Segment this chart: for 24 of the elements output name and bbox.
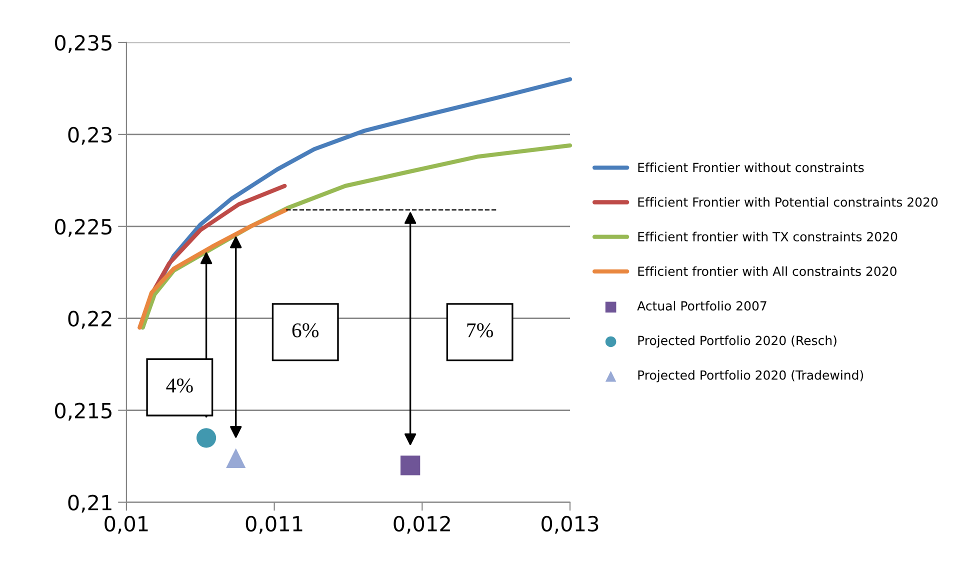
legend-label: Efficient frontier with TX constraints 2020 xyxy=(638,232,898,242)
legend-label: Actual Portfolio 2007 xyxy=(637,300,766,311)
x-tick-label: 0,011 xyxy=(246,516,302,534)
y-tick-label: 0,235 xyxy=(54,34,112,53)
y-tick-label: 0,23 xyxy=(68,126,112,145)
x-tick-label: 0,01 xyxy=(104,516,148,534)
annotation: 6% xyxy=(292,323,319,338)
x-tick-label: 0,012 xyxy=(394,516,450,534)
legend-label: Projected Portfolio 2020 (Tradewind) xyxy=(638,370,864,382)
annotation: 4% xyxy=(166,378,193,393)
line-series xyxy=(138,208,288,330)
annotation: 7% xyxy=(467,323,493,338)
y-tick-label: 0,225 xyxy=(54,218,112,237)
legend-label: Efficient frontier with All constraints 2020 xyxy=(638,266,896,276)
legend-label: Efficient Frontier with Potential constraints 2020 xyxy=(638,197,938,207)
point xyxy=(226,448,246,468)
point xyxy=(196,428,216,448)
y-tick-label: 0,215 xyxy=(54,402,112,421)
legend-label: Efficient Frontier without constraints xyxy=(638,162,864,172)
legend-label: Projected Portfolio 2020 (Resch) xyxy=(638,336,836,348)
y-tick-label: 0,21 xyxy=(68,494,112,513)
y-tick-label: 0,22 xyxy=(68,310,112,329)
x-tick-label: 0,013 xyxy=(542,516,598,534)
point xyxy=(400,456,420,476)
